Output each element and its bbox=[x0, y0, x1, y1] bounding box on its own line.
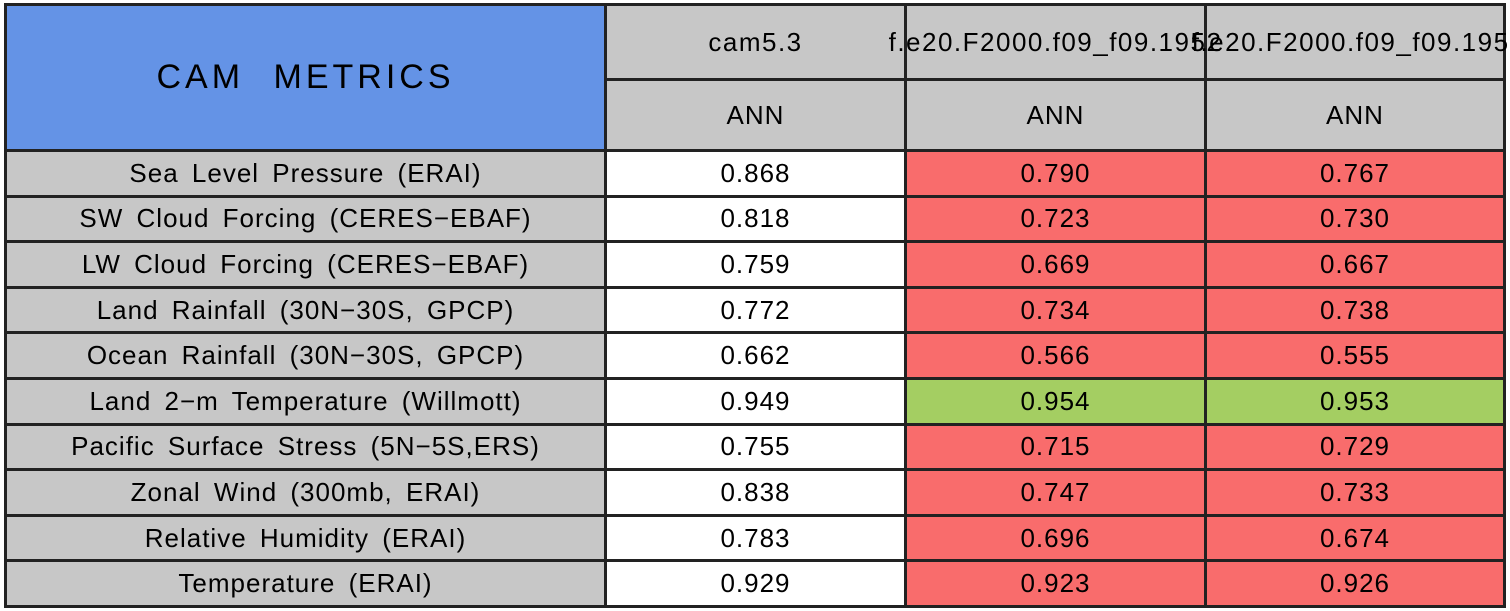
value-cell: 0.954 bbox=[907, 379, 1204, 423]
page-title: CAM METRICS bbox=[156, 58, 455, 96]
season-header-1: ANN bbox=[907, 81, 1204, 149]
value-cell: 0.715 bbox=[907, 425, 1204, 469]
value-cell: 0.929 bbox=[607, 562, 904, 605]
row-label-zonal-wind: Zonal Wind (300mb, ERAI) bbox=[7, 471, 604, 514]
season-label: ANN bbox=[1026, 99, 1085, 130]
value-cell: 0.733 bbox=[1207, 471, 1503, 514]
value-cell: 0.790 bbox=[907, 152, 1204, 195]
value-cell: 0.772 bbox=[607, 288, 904, 332]
value-cell: 0.949 bbox=[607, 379, 904, 423]
value-cell: 0.923 bbox=[907, 562, 1204, 605]
table-title-cell: CAM METRICS bbox=[7, 6, 604, 149]
value-cell: 0.838 bbox=[607, 471, 904, 514]
row-label-relative-humidity: Relative Humidity (ERAI) bbox=[7, 516, 604, 560]
run-name-label: f.e20.F2000.f09_f09.195. bbox=[1191, 26, 1510, 57]
column-header-test-run-1: f.e20.F2000.f09_f09.1952 bbox=[889, 6, 1221, 78]
value-cell: 0.738 bbox=[1207, 288, 1503, 332]
value-cell: 0.759 bbox=[607, 243, 904, 286]
row-label-ocean-rainfall: Ocean Rainfall (30N−30S, GPCP) bbox=[7, 334, 604, 377]
value-cell: 0.667 bbox=[1207, 243, 1503, 286]
row-label-land-rainfall: Land Rainfall (30N−30S, GPCP) bbox=[7, 288, 604, 332]
row-label-lw-cloud-forcing: LW Cloud Forcing (CERES−EBAF) bbox=[7, 243, 604, 286]
row-label-sw-cloud-forcing: SW Cloud Forcing (CERES−EBAF) bbox=[7, 197, 604, 241]
value-cell: 0.566 bbox=[907, 334, 1204, 377]
value-cell: 0.953 bbox=[1207, 379, 1503, 423]
row-label-pacific-surface-stress: Pacific Surface Stress (5N−5S,ERS) bbox=[7, 425, 604, 469]
value-cell: 0.755 bbox=[607, 425, 904, 469]
column-header-reference-run: cam5.3 bbox=[607, 6, 904, 78]
run-name-label: f.e20.F2000.f09_f09.1952 bbox=[888, 26, 1223, 57]
value-cell: 0.783 bbox=[607, 516, 904, 560]
metrics-grid: CAM METRICS cam5.3 f.e20.F2000.f09_f09.1… bbox=[4, 3, 1510, 608]
value-cell: 0.729 bbox=[1207, 425, 1503, 469]
value-cell: 0.555 bbox=[1207, 334, 1503, 377]
value-cell: 0.868 bbox=[607, 152, 904, 195]
value-cell: 0.662 bbox=[607, 334, 904, 377]
value-cell: 0.723 bbox=[907, 197, 1204, 241]
season-label: ANN bbox=[1326, 99, 1384, 130]
value-cell: 0.669 bbox=[907, 243, 1204, 286]
value-cell: 0.767 bbox=[1207, 152, 1503, 195]
run-name-label: cam5.3 bbox=[708, 26, 803, 57]
column-header-test-run-2: f.e20.F2000.f09_f09.195. bbox=[1192, 6, 1510, 78]
row-label-sea-level-pressure: Sea Level Pressure (ERAI) bbox=[7, 152, 604, 195]
value-cell: 0.747 bbox=[907, 471, 1204, 514]
value-cell: 0.696 bbox=[907, 516, 1204, 560]
season-label: ANN bbox=[726, 99, 785, 130]
value-cell: 0.730 bbox=[1207, 197, 1503, 241]
season-header-2: ANN bbox=[1207, 81, 1503, 149]
season-header-0: ANN bbox=[607, 81, 904, 149]
value-cell: 0.818 bbox=[607, 197, 904, 241]
row-label-temperature: Temperature (ERAI) bbox=[7, 562, 604, 605]
value-cell: 0.734 bbox=[907, 288, 1204, 332]
row-label-land-2m-temperature: Land 2−m Temperature (Willmott) bbox=[7, 379, 604, 423]
value-cell: 0.926 bbox=[1207, 562, 1503, 605]
value-cell: 0.674 bbox=[1207, 516, 1503, 560]
